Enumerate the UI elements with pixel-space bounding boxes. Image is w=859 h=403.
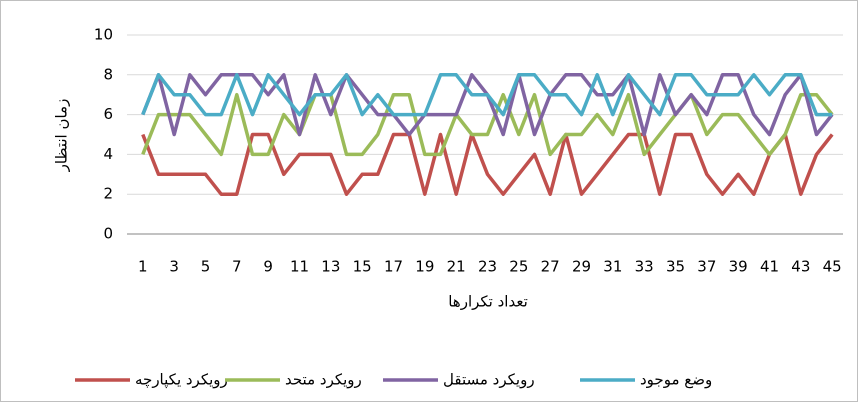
x-tick-label: 13 [321, 258, 340, 276]
x-tick-label: 1 [138, 258, 148, 276]
x-tick-label: 31 [603, 258, 622, 276]
x-tick-label: 15 [353, 258, 372, 276]
x-tick-label: 33 [635, 258, 654, 276]
x-tick-label: 37 [697, 258, 716, 276]
x-tick-label: 7 [232, 258, 242, 276]
y-tick-label: 10 [94, 26, 113, 44]
x-tick-label: 41 [760, 258, 779, 276]
x-tick-label: 27 [541, 258, 560, 276]
x-axis-title: تعداد تکرارها [448, 293, 528, 311]
y-tick-label: 8 [103, 65, 113, 83]
x-tick-label: 11 [290, 258, 309, 276]
legend-label: وضع موجود [640, 371, 712, 389]
x-tick-label: 29 [572, 258, 591, 276]
x-tick-label: 17 [384, 258, 403, 276]
legend-label: رویکرد مستقل [443, 371, 535, 389]
x-tick-label: 5 [201, 258, 211, 276]
legend-label: رویکرد یکپارچه [135, 371, 228, 390]
x-tick-label: 43 [791, 258, 810, 276]
y-tick-label: 4 [103, 145, 113, 163]
x-tick-label: 9 [263, 258, 273, 276]
series-line [141, 132, 834, 196]
y-axis-title: زمان انتظار [53, 99, 71, 173]
y-tick-label: 6 [103, 105, 113, 123]
y-tick-label: 0 [103, 225, 113, 243]
x-tick-label: 23 [478, 258, 497, 276]
y-tick-label: 2 [103, 185, 113, 203]
x-tick-label: 21 [447, 258, 466, 276]
x-tick-label: 3 [169, 258, 179, 276]
x-tick-label: 45 [823, 258, 842, 276]
x-tick-label: 19 [415, 258, 434, 276]
series-line [141, 92, 834, 157]
legend-label: رویکرد متحد [285, 371, 362, 389]
x-tick-label: 39 [729, 258, 748, 276]
x-tick-label: 35 [666, 258, 685, 276]
series-line [141, 73, 833, 117]
x-tick-label: 25 [509, 258, 528, 276]
